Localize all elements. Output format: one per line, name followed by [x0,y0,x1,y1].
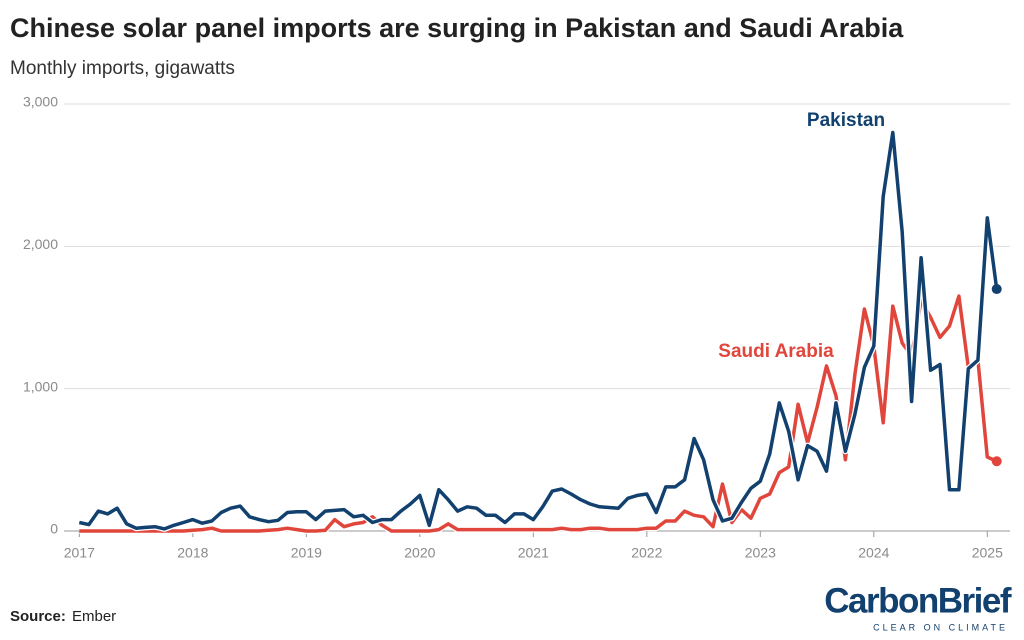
end-point [991,456,1002,467]
logo-tagline: CLEAR ON CLIMATE [873,622,1008,632]
x-tick-label: 2022 [631,545,662,561]
source-label: Source: [10,608,66,625]
line [78,130,999,531]
line [79,293,998,534]
x-tick-label: 2023 [745,545,776,561]
chart-subtitle: Monthly imports, gigawatts [10,58,235,79]
x-tick-label: 2025 [972,545,1003,561]
x-tick-label: 2017 [64,545,95,561]
series-label: Pakistan [807,110,885,131]
source: Ember [72,608,116,625]
x-tick-label: 2021 [518,545,549,561]
y-tick-label: 1,000 [23,378,58,394]
x-tick-label: 2018 [177,545,208,561]
y-tick-label: 2,000 [23,236,58,252]
y-tick-label: 0 [50,521,58,537]
logo: CarbonBrief [824,581,1012,620]
x-tick-label: 2020 [404,545,435,561]
x-tick-label: 2019 [291,545,322,561]
y-tick-label: 3,000 [23,94,58,110]
end-point [991,284,1002,295]
x-tick-label: 2024 [858,545,889,561]
chart-title: Chinese solar panel imports are surging … [10,13,904,43]
series-label: Saudi Arabia [718,341,834,362]
